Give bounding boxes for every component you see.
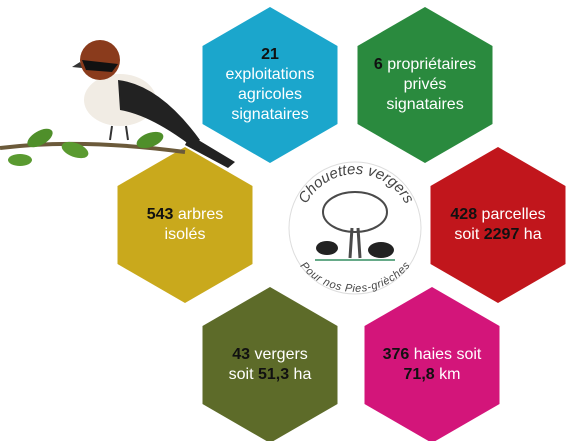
figure: 71,8 bbox=[404, 366, 435, 383]
text-line: signataires bbox=[363, 95, 487, 115]
label: arbres bbox=[173, 206, 223, 223]
label: soit bbox=[454, 226, 483, 243]
bird-legs bbox=[110, 126, 128, 140]
text-line: agricoles bbox=[208, 85, 332, 105]
label: haies soit bbox=[409, 346, 481, 363]
infographic: Chouettes vergers Pour nos Pies-grièches… bbox=[0, 0, 567, 441]
figure: 376 bbox=[383, 346, 410, 363]
label: signataires bbox=[231, 106, 308, 123]
text-line: 71,8 km bbox=[370, 365, 494, 385]
figure: 43 bbox=[232, 346, 250, 363]
text-line: isolés bbox=[123, 225, 247, 245]
leaf bbox=[8, 154, 32, 166]
text-line: signataires bbox=[208, 105, 332, 125]
text-line: 376 haies soit bbox=[370, 345, 494, 365]
figure: 51,3 bbox=[258, 366, 289, 383]
logo: Chouettes vergers Pour nos Pies-grièches bbox=[289, 161, 421, 295]
label: propriétaires bbox=[383, 56, 476, 73]
text-line: soit 2297 ha bbox=[436, 225, 560, 245]
figure: 6 bbox=[374, 56, 383, 73]
text-line: soit 51,3 ha bbox=[208, 365, 332, 385]
label: agricoles bbox=[238, 86, 302, 103]
label: soit bbox=[229, 366, 258, 383]
figure: 2297 bbox=[484, 226, 520, 243]
text-line: 428 parcelles bbox=[436, 205, 560, 225]
label: exploitations bbox=[226, 66, 315, 83]
figure: 21 bbox=[261, 46, 279, 63]
label: signataires bbox=[386, 96, 463, 113]
bird-illustration bbox=[0, 40, 235, 168]
sheep bbox=[316, 241, 338, 255]
bird-head bbox=[80, 40, 120, 80]
text-line: 6 propriétaires bbox=[363, 55, 487, 75]
figure: 428 bbox=[450, 206, 477, 223]
sheep bbox=[368, 242, 394, 258]
label: parcelles bbox=[477, 206, 545, 223]
label: ha bbox=[289, 366, 311, 383]
text-line: exploitations bbox=[208, 65, 332, 85]
label: ha bbox=[519, 226, 541, 243]
text-line: 21 bbox=[208, 45, 332, 65]
text-line: privés bbox=[363, 75, 487, 95]
hexagon-text: 21 exploitations agricoles signataires bbox=[208, 45, 332, 125]
text-line: 543 arbres bbox=[123, 205, 247, 225]
text-line: 43 vergers bbox=[208, 345, 332, 365]
label: privés bbox=[404, 76, 447, 93]
label: km bbox=[435, 366, 461, 383]
figure: 543 bbox=[147, 206, 174, 223]
label: isolés bbox=[165, 226, 206, 243]
label: vergers bbox=[250, 346, 308, 363]
branch bbox=[0, 144, 185, 152]
